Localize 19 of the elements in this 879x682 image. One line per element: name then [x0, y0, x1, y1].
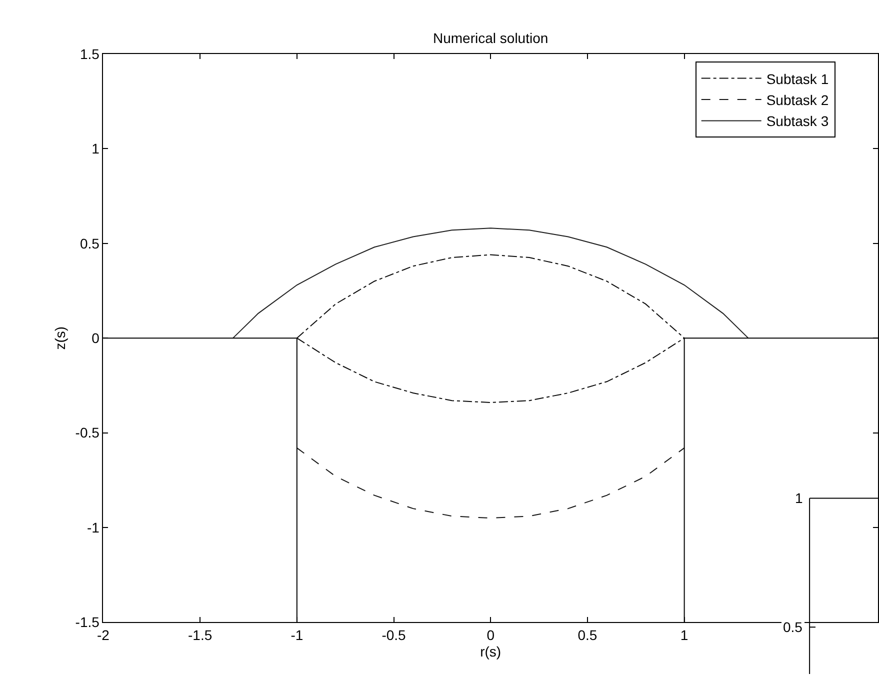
y-tick-label: 0.5 — [80, 235, 100, 252]
y-tick-label: 0 — [92, 330, 100, 346]
y-tick-label: 1 — [92, 140, 100, 157]
legend-label: Subtask 3 — [766, 113, 829, 130]
y-tick-label: -1 — [86, 519, 100, 536]
x-tick-label: 0 — [486, 627, 495, 644]
y-tick-label: -0.5 — [75, 424, 100, 441]
y-axis-title: z(s) — [52, 326, 68, 350]
x-tick-label: 1 — [680, 627, 688, 644]
x-tick-label: -0.5 — [382, 627, 406, 644]
x-axis-title: r(s) — [480, 643, 502, 660]
legend-label: Subtask 1 — [766, 70, 829, 87]
x-tick-label: -1.5 — [188, 627, 212, 644]
annotation: 1 — [795, 490, 803, 506]
x-tick-label: -1 — [290, 627, 304, 644]
y-tick-label: 1.5 — [80, 46, 100, 62]
chart-title: Numerical solution — [433, 30, 548, 46]
legend-label: Subtask 2 — [766, 92, 829, 108]
x-tick-label: 0.5 — [578, 627, 598, 644]
